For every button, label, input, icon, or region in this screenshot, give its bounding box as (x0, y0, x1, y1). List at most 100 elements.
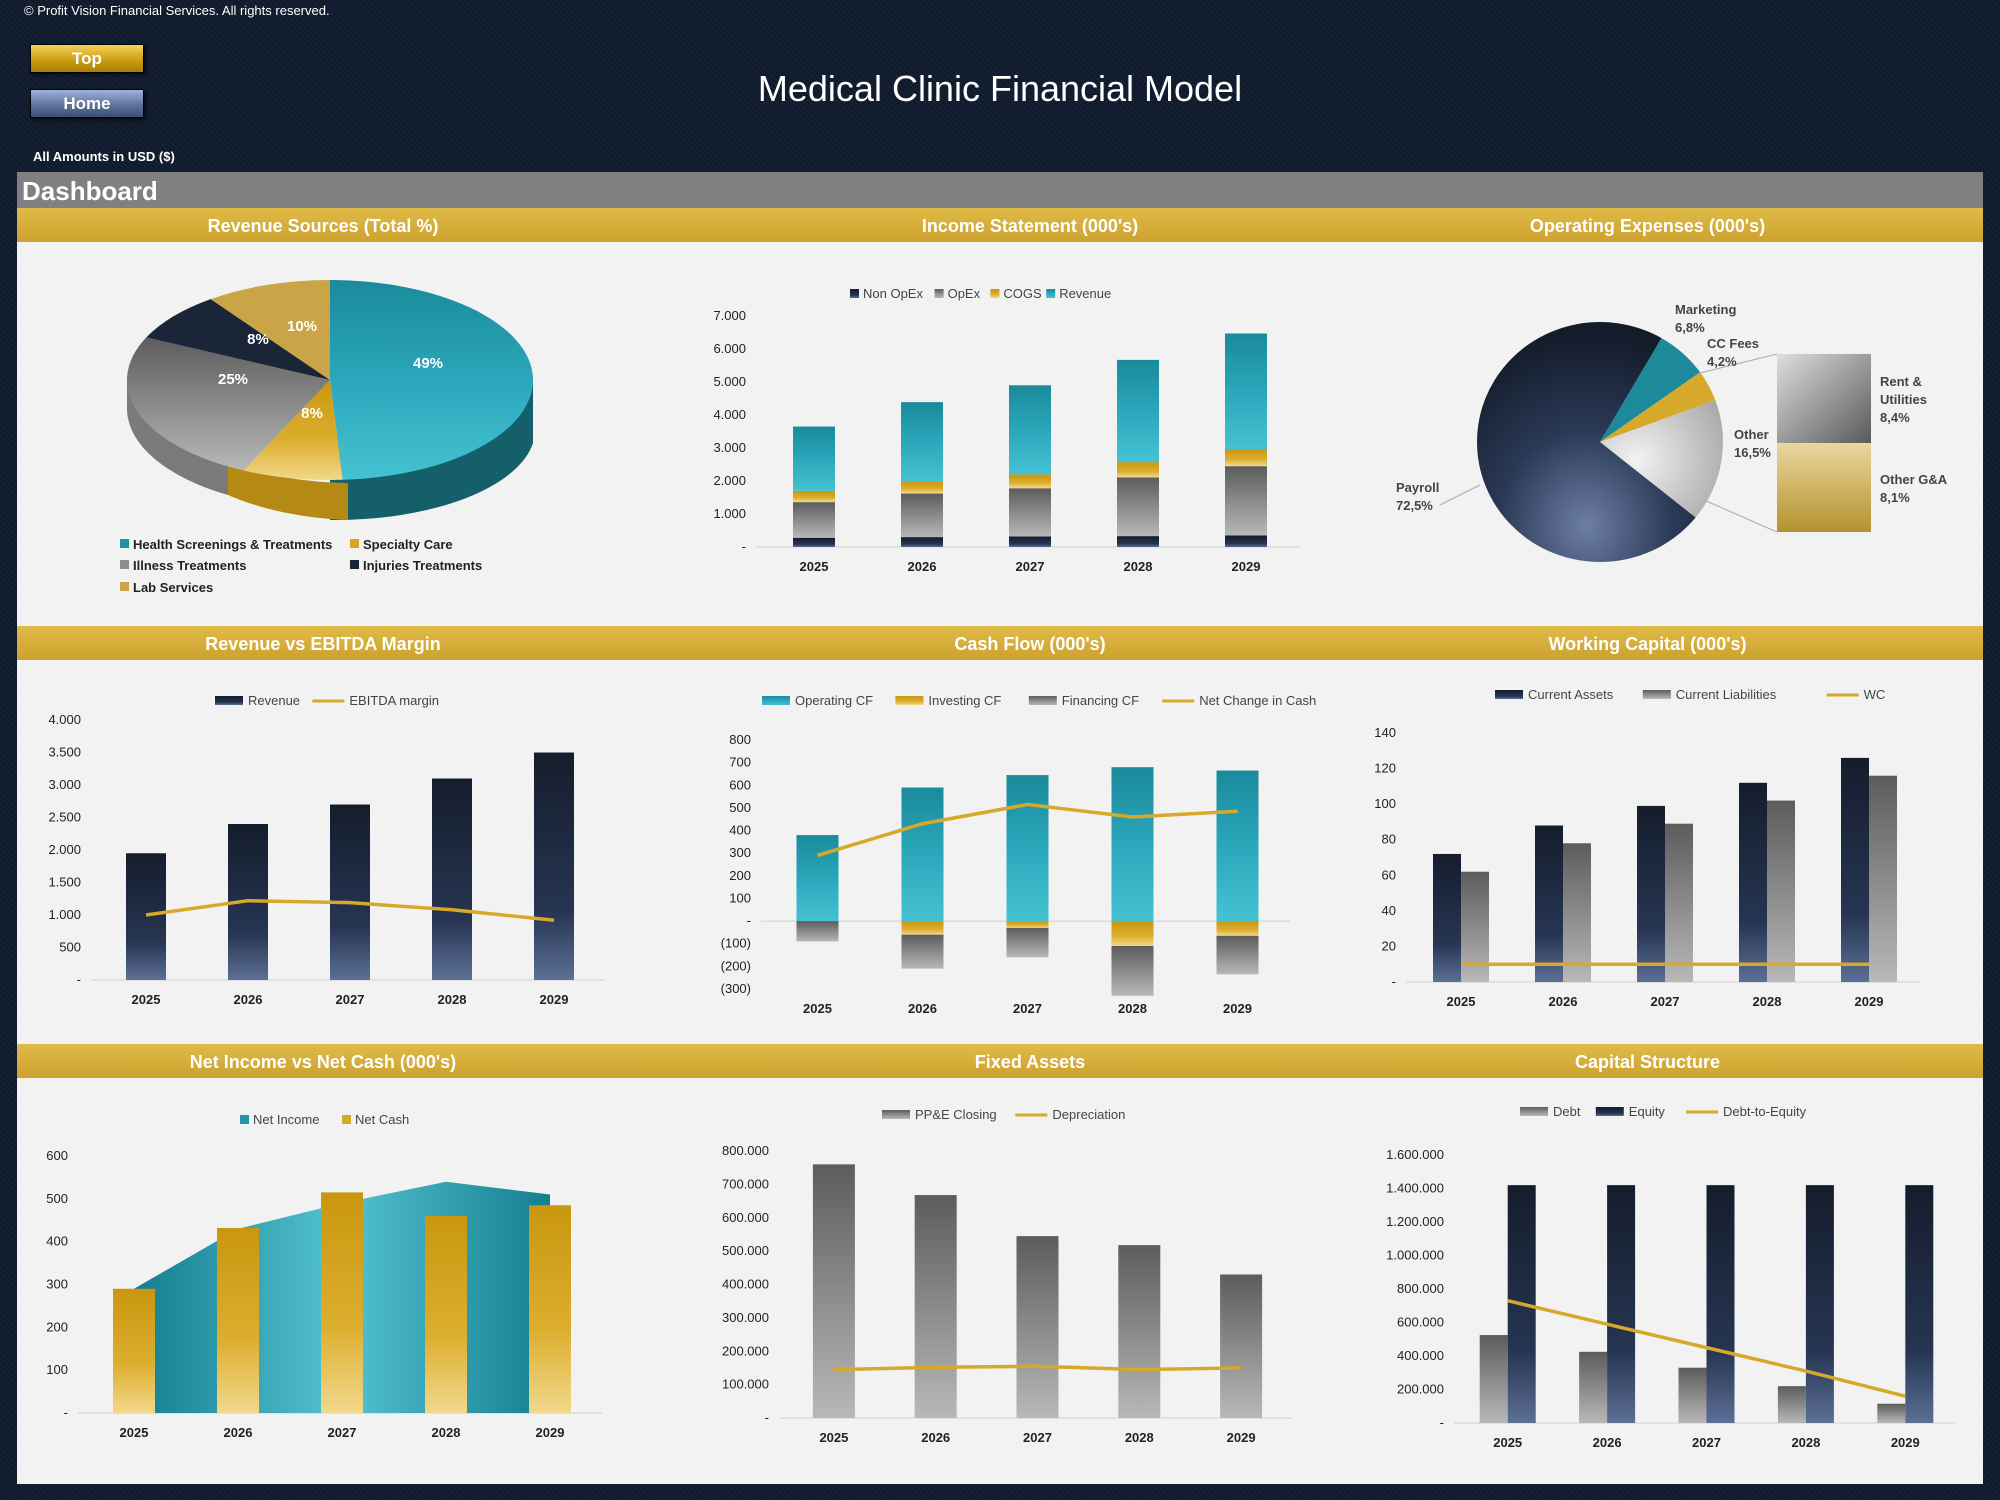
revenue-ebitda-chart: - 500 1.000 1.500 2.000 2.500 3.000 3.500 4.000 2… (48, 693, 605, 1007)
y-tick-label: 4.000 (48, 712, 81, 727)
x-tick-label: 2025 (120, 1425, 149, 1440)
legend-label: Net Income (253, 1112, 319, 1127)
y-tick-label: (300) (721, 981, 751, 996)
y-tick-label: 200 (46, 1319, 68, 1334)
legend-label: Net Change in Cash (1199, 693, 1316, 708)
bar (1637, 805, 1665, 982)
opex-label-marketing-pct: 6,8% (1675, 320, 1705, 335)
line-series (1507, 1299, 1906, 1398)
working-capital-chart: - 20 40 60 80 100 120 140 2025 2026 2027 2028 2029 Cu… (1374, 687, 1920, 1009)
x-tick-label: 2028 (1118, 1001, 1147, 1016)
opex-pie-slices (1477, 322, 1723, 562)
line-series (816, 802, 1238, 858)
bar-segment (1009, 536, 1051, 547)
legend-label: Health Screenings & Treatments (133, 537, 332, 552)
x-tick-label: 2027 (1016, 559, 1045, 574)
y-tick-label: - (742, 539, 746, 554)
panel-title-revenue-ebitda: Revenue vs EBITDA Margin (205, 634, 441, 654)
legend-swatch (990, 289, 1000, 298)
bar-segment (901, 537, 943, 547)
bar-segment (1216, 935, 1259, 975)
opex-label-rent-2: Utilities (1880, 392, 1927, 407)
y-tick-label: 120 (1374, 761, 1396, 776)
legend-swatch (1028, 696, 1057, 705)
bar-segment (1009, 474, 1051, 489)
bar (1665, 823, 1693, 982)
bar-segment (1006, 927, 1049, 958)
legend-swatch (934, 289, 944, 298)
legend-swatch (1046, 289, 1056, 298)
fixed-assets-chart: - 100.000 200.000 300.000 400.000 500.000 600.… (722, 1107, 1292, 1445)
opex-label-ccfees: CC Fees (1707, 336, 1759, 351)
bar (217, 1227, 259, 1413)
legend-label: Investing CF (928, 693, 1001, 708)
bar (529, 1205, 571, 1413)
bar (1479, 1335, 1508, 1423)
legend-swatch (120, 582, 129, 591)
x-tick-label: 2029 (1223, 1001, 1252, 1016)
bar (534, 752, 574, 980)
opex-bar-rent-utilities (1777, 354, 1871, 443)
revenue-pie-slices (126, 280, 533, 480)
home-button[interactable]: Home (30, 89, 144, 118)
bar (1905, 1185, 1934, 1423)
bar (1111, 767, 1154, 922)
x-tick-label: 2026 (224, 1425, 253, 1440)
bar (1678, 1367, 1707, 1423)
x-tick-label: 2028 (432, 1425, 461, 1440)
x-tick-label: 2028 (1753, 994, 1782, 1009)
x-tick-label: 2025 (819, 1430, 848, 1445)
y-tick-label: - (77, 972, 81, 987)
cash-flow-chart: (300) (200) (100) - 100 200 300 400 500 600 700 800… (721, 693, 1317, 1016)
legend-swatch (1495, 690, 1523, 699)
x-tick-label: 2028 (1791, 1435, 1820, 1450)
opex-label-other-ga-pct: 8,1% (1880, 490, 1910, 505)
legend-label: Injuries Treatments (363, 558, 482, 573)
net-income-cash-chart: - 100 200 300 400 500 600 2025 2026 2027 2028 2029 N… (46, 1112, 602, 1440)
panel-title-net-income-cash: Net Income vs Net Cash (000's) (189, 1052, 457, 1072)
y-tick-label: (200) (721, 958, 751, 973)
legend-label: Financing CF (1062, 693, 1139, 708)
legend-swatch (350, 560, 359, 569)
pie-slice-cc-fees (1600, 372, 1716, 442)
x-tick-label: 2027 (1651, 994, 1680, 1009)
x-tick-label: 2028 (438, 992, 467, 1007)
x-tick-label: 2026 (921, 1430, 950, 1445)
y-tick-label: 100 (1374, 796, 1396, 811)
bar (1706, 1185, 1735, 1423)
y-tick-label: 3.000 (48, 777, 81, 792)
legend-label: COGS (1003, 286, 1042, 301)
page-title: Medical Clinic Financial Model (757, 68, 1243, 109)
y-tick-label: 600.000 (1397, 1315, 1444, 1330)
y-tick-label: 400 (729, 823, 751, 838)
y-tick-label: 1.600.000 (1386, 1147, 1444, 1162)
y-tick-label: 80 (1382, 832, 1396, 847)
y-tick-label: 300 (46, 1277, 68, 1292)
legend-swatch (120, 560, 129, 569)
y-tick-label: 300.000 (722, 1310, 769, 1325)
opex-label-other-ga: Other G&A (1880, 472, 1948, 487)
y-tick-label: 700.000 (722, 1176, 769, 1191)
bar-segment (1117, 359, 1159, 463)
legend-label: Lab Services (133, 580, 213, 595)
legend-swatch (350, 539, 359, 548)
y-tick-label: 200 (729, 868, 751, 883)
top-button[interactable]: Top (30, 44, 144, 73)
bar-segment (1009, 488, 1051, 537)
pie-slice-payroll (1477, 322, 1696, 562)
y-tick-label: 100 (46, 1362, 68, 1377)
panel-title-income-statement: Income Statement (000's) (921, 216, 1139, 236)
panel-title-cash-flow: Cash Flow (000's) (954, 634, 1106, 654)
income-statement-chart: - 1.000 2.000 3.000 4.000 5.000 6.000 7.000 2025… (713, 286, 1300, 574)
bar-segment (1006, 921, 1049, 928)
bar (1739, 782, 1767, 982)
y-tick-label: - (765, 1410, 769, 1425)
y-tick-label: 800.000 (722, 1143, 769, 1158)
x-tick-label: 2025 (1493, 1435, 1522, 1450)
bar (330, 804, 370, 980)
y-tick-label: 500.000 (722, 1243, 769, 1258)
bar-segment (796, 921, 839, 942)
legend-label: OpEx (948, 286, 981, 301)
bar (1006, 775, 1049, 922)
bar (1118, 1245, 1161, 1418)
